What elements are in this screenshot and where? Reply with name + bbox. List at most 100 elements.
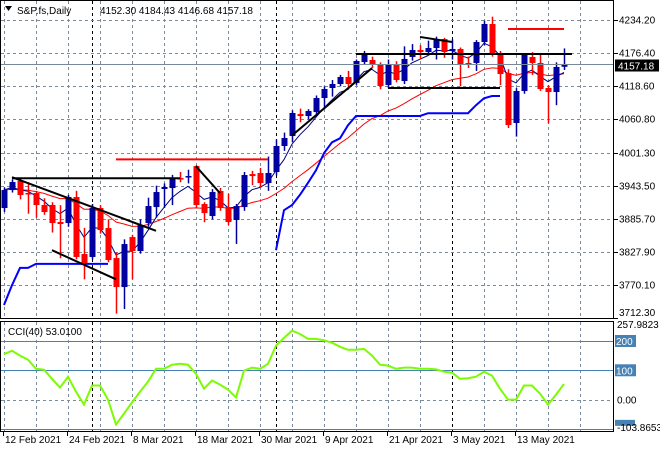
x-tick-label: 24 Feb 2021 [69,435,126,446]
candle-bull [481,23,488,43]
candle-bull [561,63,568,67]
x-tick-label: 21 Apr 2021 [389,435,443,446]
candle-bull [473,42,480,63]
candle-bull [1,190,8,209]
candle-bear [257,173,264,184]
y-tick-label: 3827.90 [619,248,656,259]
candle-bull [281,138,288,147]
cci-line [3,329,565,427]
candle-bear [529,56,536,63]
candle-bear [217,191,224,209]
current-price-badge [615,59,659,72]
candle-bull [9,182,16,191]
y-tick-label: 4118.60 [619,82,655,93]
candle-bull [385,64,392,86]
candle-bear [73,197,80,258]
candle-bull [169,178,176,189]
main-panel-frame [0,0,614,319]
candle-bull [145,206,152,224]
y-tick-label: 4234.20 [619,16,656,27]
y-tick-label: 3712.30 [619,308,656,319]
candle-bull [553,66,560,92]
candle-bear [81,253,88,264]
support-line [3,95,500,306]
trendline[interactable] [51,249,117,281]
candle-bull [185,176,192,178]
cci-panel-frame [0,321,614,432]
candle-bear [17,181,24,196]
candle-bull [273,146,280,173]
candle-bear [441,39,448,53]
candle-bear [417,50,424,53]
candle-bull [361,54,368,63]
candle-bull [313,98,320,113]
candle-bear [25,193,32,195]
candle-bear [177,178,184,180]
candle-bull [401,58,408,82]
candle-bull [265,173,272,184]
candle-bull [241,175,248,208]
candle-bull [121,244,128,288]
candle-bull [329,83,336,88]
candle-bull [425,48,432,53]
candle-bear [537,62,544,90]
y-tick-label: 4176.40 [619,49,656,60]
trendline[interactable] [291,67,373,137]
candle-bull [233,206,240,221]
candle-bear [113,258,120,288]
candle-bear [49,204,56,224]
candle-bull [161,187,168,190]
candle-bear [33,193,40,205]
candle-bull [449,48,456,51]
candle-bull [289,113,296,137]
candle-bull [305,111,312,117]
cci-title: CCI(40) 53.0100 [8,327,82,338]
candle-bear [193,166,200,205]
x-tick-label: 30 Mar 2021 [261,435,318,446]
fast-ma-line [3,42,565,256]
candle-bear [225,207,232,223]
candle-bull [337,77,344,84]
candle-bull [521,54,528,92]
ohlc-readout: 4152.30 4184.43 4146.68 4157.18 [100,6,253,17]
triangle-down-icon[interactable] [5,6,12,11]
candle-bull [209,192,216,217]
candle-bear [345,77,352,84]
candle-bull [353,60,360,84]
candle-bear [377,64,384,86]
candle-bear [97,208,104,231]
candle-bear [105,228,112,261]
candle-bull [321,89,328,99]
cci-level-label: 200 [616,337,633,348]
candle-bear [489,23,496,55]
candle-bear [41,204,48,213]
candle-bull [89,208,96,258]
x-tick-label: 12 Feb 2021 [5,435,62,446]
y-tick-label: 4001.30 [619,149,656,160]
price-indicators [3,42,565,306]
x-tick-label: 3 May 2021 [453,435,506,446]
candle-bear [545,87,552,92]
candle-bull [513,91,520,123]
trendline[interactable] [195,165,221,194]
x-tick-label: 13 May 2021 [517,435,575,446]
cci-tick-label: -103.8653 [617,423,660,434]
cci-level-label: 100 [616,366,633,377]
trendlines[interactable] [11,28,572,281]
candle-bear [369,60,376,65]
candle-bull [153,192,160,208]
trendline[interactable] [419,35,453,44]
cci-level-badge [615,334,636,347]
candle-bear [465,62,472,65]
candle-bull [433,40,440,49]
y-tick-label: 3885.70 [619,215,656,226]
candle-bull [137,225,144,252]
candle-bear [129,237,136,252]
axes: 4234.20 4176.40 4118.60 4060.80 4001.30 3943.… [3,16,660,446]
candle-bear [393,64,400,80]
cci-level-badge [615,364,636,377]
current-price-label: 4157.18 [618,62,655,73]
cci-tick-label: 257.9823 [617,320,659,331]
trendline[interactable] [11,176,157,232]
